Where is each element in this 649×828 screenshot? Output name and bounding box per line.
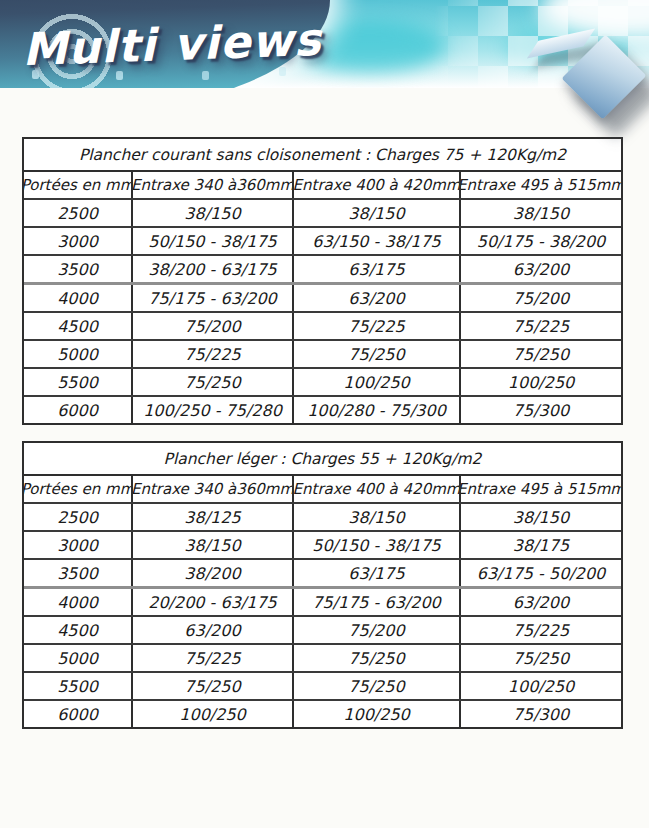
table-header-row: Portées en mmEntraxe 340 à360mmEntraxe 4… [24, 172, 621, 198]
table-cell: 75/250 [131, 369, 292, 395]
table-cell: 75/200 [292, 617, 459, 643]
table-cell: 63/200 [131, 617, 292, 643]
row-span-value: 4500 [24, 617, 131, 643]
table-cell: 75/225 [292, 313, 459, 339]
table-row: 500075/22575/25075/250 [24, 339, 621, 367]
table-cell: 75/225 [131, 341, 292, 367]
column-header: Entraxe 495 à 515mm [459, 172, 621, 198]
table-cell: 75/225 [459, 313, 621, 339]
table-cell: 63/175 [292, 560, 459, 586]
row-span-value: 2500 [24, 504, 131, 530]
table-cell: 63/150 - 38/175 [292, 228, 459, 254]
row-span-value: 3500 [24, 256, 131, 282]
table-cell: 38/150 [459, 200, 621, 226]
table-title: Plancher léger : Charges 55 + 120Kg/m2 [24, 443, 621, 476]
table-row: 300038/15050/150 - 38/17538/175 [24, 530, 621, 558]
column-header: Entraxe 340 à360mm [131, 476, 292, 502]
table-cell: 100/250 - 75/280 [131, 397, 292, 423]
table-row: 450075/20075/22575/225 [24, 311, 621, 339]
table-cell: 63/175 - 50/200 [459, 560, 621, 586]
table-row: 400075/175 - 63/20063/20075/200 [24, 282, 621, 311]
table-row: 300050/150 - 38/17563/150 - 38/17550/175… [24, 226, 621, 254]
table-cell: 50/150 - 38/175 [292, 532, 459, 558]
table-plancher-courant: Plancher courant sans cloisonement : Cha… [22, 137, 623, 425]
table-row: 550075/25075/250100/250 [24, 671, 621, 699]
table-cell: 75/175 - 63/200 [131, 285, 292, 311]
row-span-value: 3500 [24, 560, 131, 586]
column-header: Portées en mm [24, 172, 131, 198]
table-cell: 63/200 [459, 589, 621, 615]
table-title: Plancher courant sans cloisonement : Cha… [24, 139, 621, 172]
table-cell: 75/200 [131, 313, 292, 339]
row-span-value: 5000 [24, 341, 131, 367]
table-cell: 75/300 [459, 397, 621, 423]
table-cell: 75/250 [459, 645, 621, 671]
table-row: 350038/200 - 63/17563/17563/200 [24, 254, 621, 282]
column-header: Entraxe 400 à 420mm [292, 172, 459, 198]
table-cell: 75/250 [292, 341, 459, 367]
table-row: 6000100/250 - 75/280100/280 - 75/30075/3… [24, 395, 621, 423]
table-cell: 75/250 [292, 645, 459, 671]
row-span-value: 3000 [24, 228, 131, 254]
table-cell: 38/150 [292, 200, 459, 226]
table-cell: 50/150 - 38/175 [131, 228, 292, 254]
table-row: 250038/12538/15038/150 [24, 502, 621, 530]
table-cell: 75/250 [459, 341, 621, 367]
table-cell: 75/250 [292, 673, 459, 699]
table-cell: 75/225 [459, 617, 621, 643]
column-header: Portées en mm [24, 476, 131, 502]
table-cell: 38/150 [131, 532, 292, 558]
table-cell: 75/300 [459, 701, 621, 727]
column-header: Entraxe 400 à 420mm [292, 476, 459, 502]
row-span-value: 4000 [24, 589, 131, 615]
table-body: 250038/12538/15038/150300038/15050/150 -… [24, 502, 621, 727]
row-span-value: 5500 [24, 369, 131, 395]
column-header: Entraxe 495 à 515mm [459, 476, 621, 502]
row-span-value: 4000 [24, 285, 131, 311]
table-cell: 38/200 [131, 560, 292, 586]
table-body: 250038/15038/15038/150300050/150 - 38/17… [24, 198, 621, 423]
row-span-value: 3000 [24, 532, 131, 558]
table-cell: 100/250 [292, 369, 459, 395]
table-cell: 63/175 [292, 256, 459, 282]
table-cell: 38/125 [131, 504, 292, 530]
row-span-value: 5500 [24, 673, 131, 699]
table-row: 450063/20075/20075/225 [24, 615, 621, 643]
table-cell: 38/150 [131, 200, 292, 226]
table-cell: 20/200 - 63/175 [131, 589, 292, 615]
table-plancher-leger: Plancher léger : Charges 55 + 120Kg/m2 P… [22, 441, 623, 729]
row-span-value: 6000 [24, 701, 131, 727]
table-cell: 75/225 [131, 645, 292, 671]
row-span-value: 4500 [24, 313, 131, 339]
table-header-row: Portées en mmEntraxe 340 à360mmEntraxe 4… [24, 476, 621, 502]
table-row: 350038/20063/17563/175 - 50/200 [24, 558, 621, 586]
table-cell: 100/250 [459, 369, 621, 395]
column-header: Entraxe 340 à360mm [131, 172, 292, 198]
table-cell: 50/175 - 38/200 [459, 228, 621, 254]
table-row: 400020/200 - 63/17575/175 - 63/20063/200 [24, 586, 621, 615]
table-cell: 100/280 - 75/300 [292, 397, 459, 423]
top-banner: Multi views [0, 0, 649, 88]
table-row: 250038/15038/15038/150 [24, 198, 621, 226]
row-span-value: 6000 [24, 397, 131, 423]
table-cell: 38/200 - 63/175 [131, 256, 292, 282]
table-cell: 75/200 [459, 285, 621, 311]
table-cell: 38/175 [459, 532, 621, 558]
table-cell: 63/200 [292, 285, 459, 311]
table-cell: 38/150 [459, 504, 621, 530]
table-row: 550075/250100/250100/250 [24, 367, 621, 395]
row-span-value: 5000 [24, 645, 131, 671]
table-cell: 100/250 [459, 673, 621, 699]
table-row: 500075/22575/25075/250 [24, 643, 621, 671]
table-cell: 38/150 [292, 504, 459, 530]
table-cell: 63/200 [459, 256, 621, 282]
table-cell: 75/175 - 63/200 [292, 589, 459, 615]
table-cell: 100/250 [131, 701, 292, 727]
table-cell: 75/250 [131, 673, 292, 699]
table-cell: 100/250 [292, 701, 459, 727]
row-span-value: 2500 [24, 200, 131, 226]
table-row: 6000100/250100/25075/300 [24, 699, 621, 727]
